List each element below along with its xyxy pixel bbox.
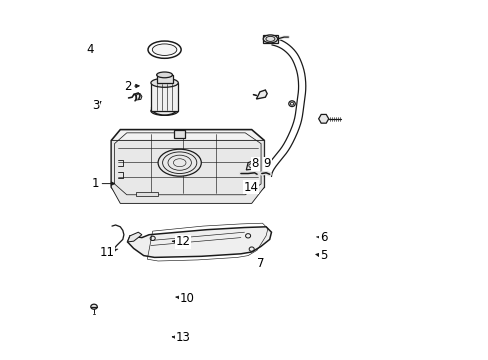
Ellipse shape: [151, 78, 178, 87]
Ellipse shape: [151, 107, 178, 115]
Bar: [174, 130, 185, 138]
Ellipse shape: [91, 304, 97, 309]
Text: 4: 4: [86, 43, 93, 56]
Polygon shape: [111, 140, 264, 203]
Text: 13: 13: [172, 331, 190, 344]
Text: 10: 10: [176, 292, 194, 305]
Text: 12: 12: [172, 235, 190, 248]
Text: 9: 9: [263, 157, 270, 170]
Polygon shape: [263, 35, 277, 43]
Polygon shape: [246, 161, 255, 170]
Ellipse shape: [152, 44, 177, 55]
Ellipse shape: [156, 72, 172, 78]
Polygon shape: [111, 130, 264, 198]
Text: 2: 2: [123, 80, 139, 93]
Text: 14: 14: [243, 181, 258, 194]
Text: 1: 1: [91, 177, 114, 190]
Text: 5: 5: [315, 249, 327, 262]
Polygon shape: [256, 90, 266, 99]
Polygon shape: [136, 94, 142, 100]
Polygon shape: [318, 114, 328, 123]
Ellipse shape: [288, 101, 295, 107]
Polygon shape: [151, 83, 178, 111]
Polygon shape: [136, 192, 158, 196]
Ellipse shape: [155, 103, 174, 113]
Text: 3: 3: [92, 99, 101, 112]
Text: 11: 11: [99, 246, 118, 258]
Text: 6: 6: [316, 231, 327, 244]
Polygon shape: [156, 75, 172, 83]
Polygon shape: [127, 232, 142, 242]
Ellipse shape: [263, 35, 277, 43]
Text: 7: 7: [256, 257, 264, 270]
Polygon shape: [127, 227, 271, 257]
Ellipse shape: [158, 149, 201, 176]
Text: 8: 8: [251, 157, 259, 170]
